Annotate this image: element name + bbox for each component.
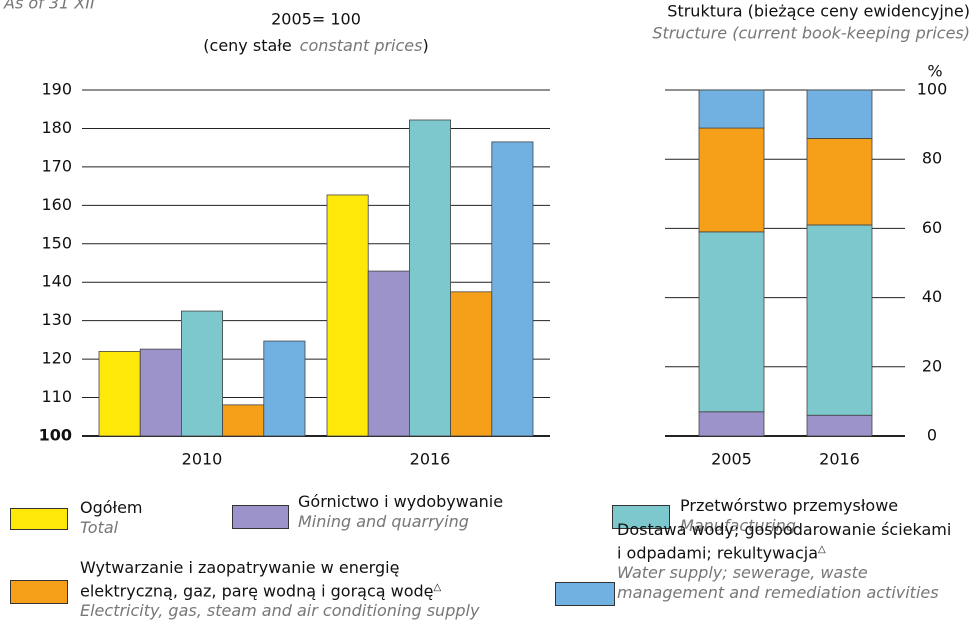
bar-segment <box>806 414 873 437</box>
chart-subtitle: (ceny stałe constant prices) <box>203 36 428 55</box>
y-tick-label: 150 <box>41 233 72 252</box>
bar <box>450 291 493 437</box>
bar-segment <box>698 411 765 437</box>
bar-segment <box>806 138 873 226</box>
chart-subtitle: Structure (current book-keeping prices) <box>652 24 970 43</box>
legend-label-en: Electricity, gas, steam and air conditio… <box>80 601 480 621</box>
footnote-mark: △ <box>433 582 442 593</box>
footnote-mark: △ <box>818 544 826 555</box>
legend-label: Ogółem <box>80 498 220 518</box>
y-tick-label: 100 <box>917 80 948 99</box>
legend-swatch <box>10 508 68 530</box>
y-tick-label: 160 <box>41 195 72 214</box>
legend-name: Górnictwo i wydobywanie <box>298 492 504 511</box>
legend-swatch <box>555 582 615 606</box>
bar-segment <box>698 127 765 233</box>
bar-segment <box>806 89 873 139</box>
bar-segment <box>698 89 765 129</box>
legend-entry: Ogółem Total <box>80 498 220 538</box>
bar <box>263 340 306 437</box>
y-tick-label: 0 <box>927 426 937 445</box>
legend-entry: Dostawa wody; gospodarowanie ściekami i … <box>617 520 957 603</box>
y-tick-label: 180 <box>41 118 72 137</box>
bar <box>408 119 451 437</box>
legend-label-en: Mining and quarrying <box>298 512 469 531</box>
y-tick-label: 170 <box>41 156 72 175</box>
legend-name: Przetwórstwo przemysłowe <box>680 496 899 515</box>
legend-label-en: Total <box>80 518 119 537</box>
chart-title: Struktura (bieżące ceny ewidencyjne) <box>667 2 970 21</box>
bar <box>367 270 410 437</box>
x-tick-label: 2005 <box>711 450 752 469</box>
bar <box>180 310 223 437</box>
y-unit: % <box>927 62 942 81</box>
bar <box>222 404 265 437</box>
legend-swatch <box>612 505 670 529</box>
bar <box>491 141 534 437</box>
y-tick-label: 190 <box>41 80 72 99</box>
legend-entry: Przetwórstwo przemysłowe Manufacturing <box>680 496 970 536</box>
y-tick-label: 40 <box>922 287 942 306</box>
bar-segment <box>698 231 765 413</box>
bar <box>139 348 182 437</box>
legend-label: Przetwórstwo przemysłowe <box>680 496 970 516</box>
legend-label: Wytwarzanie i zaopatrywanie w energię el… <box>80 558 480 601</box>
legend-entry: Wytwarzanie i zaopatrywanie w energię el… <box>80 558 480 621</box>
subtitle: (ceny stałe <box>203 36 291 55</box>
y-tick-label: 20 <box>922 356 942 375</box>
legend-swatch <box>10 580 68 604</box>
legend-name: Ogółem <box>80 498 143 517</box>
note: As of 31 XII <box>3 0 95 13</box>
bar-segment <box>806 224 873 416</box>
chart: As of 31 XII 2005= 100 (ceny stałe consta… <box>3 0 970 469</box>
bar <box>98 351 141 437</box>
y-tick-label: 60 <box>922 218 942 237</box>
x-tick-label: 2016 <box>819 450 860 469</box>
legend-entry: Górnictwo i wydobywanie Mining and quarry… <box>298 492 598 532</box>
y-tick-label: 130 <box>41 310 72 329</box>
legend-name: Wytwarzanie i zaopatrywanie w energię el… <box>80 558 434 601</box>
y-tick-label: 100 <box>39 426 72 445</box>
x-tick-label: 2010 <box>182 450 223 469</box>
x-tick-label: 2016 <box>410 450 451 469</box>
y-tick-label: 80 <box>922 149 942 168</box>
legend-name: Dostawa wody; gospodarowanie ściekami i … <box>617 520 952 563</box>
bar <box>326 194 369 437</box>
y-tick-label: 140 <box>41 272 72 291</box>
subtitle-en: constant prices <box>300 36 423 55</box>
chart-title: 2005= 100 <box>271 10 361 29</box>
legend-label-en: Manufacturing <box>680 516 796 535</box>
legend-swatch <box>232 505 289 529</box>
legend-label-en: Water supply; sewerage, waste management… <box>617 563 939 603</box>
subtitle-end: ) <box>422 36 428 55</box>
legend-label: Górnictwo i wydobywanie <box>298 492 598 512</box>
y-tick-label: 120 <box>41 349 72 368</box>
legend-label: Dostawa wody; gospodarowanie ściekami i … <box>617 520 957 563</box>
y-tick-label: 110 <box>41 387 72 406</box>
